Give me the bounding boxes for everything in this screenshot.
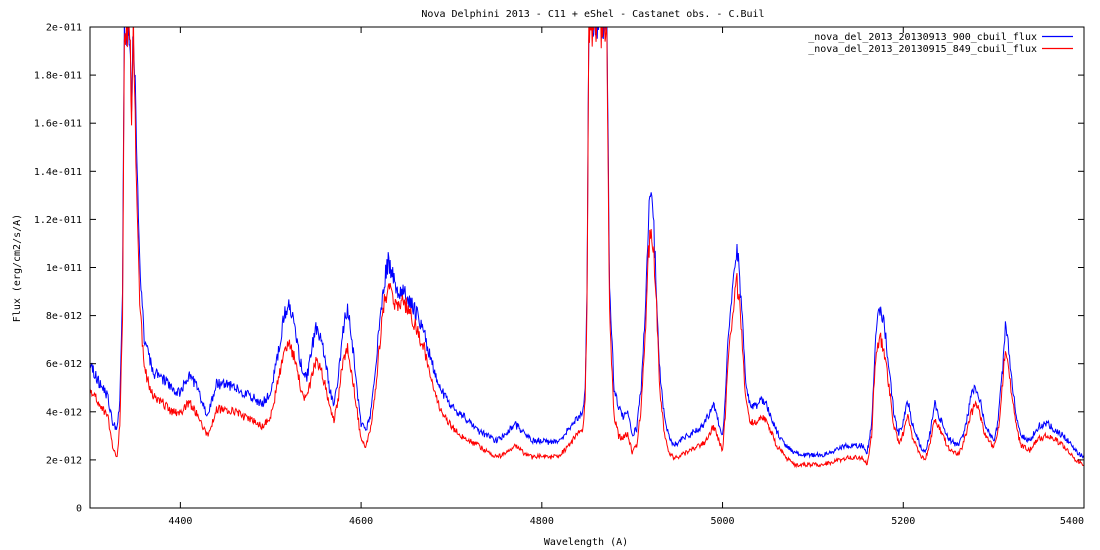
legend-label-1: _nova_del_2013_20130913_900_cbuil_flux xyxy=(808,32,1037,43)
y-tick-label: 1.8e-011 xyxy=(34,71,82,82)
legend-label-2: _nova_del_2013_20130915_849_cbuil_flux xyxy=(808,44,1037,55)
x-axis-label: Wavelength (A) xyxy=(544,537,628,548)
series-line-2 xyxy=(90,27,1084,469)
y-axis: 0 2e-012 4e-012 6e-012 8e-012 1e-011 1.2e-011 1… xyxy=(34,23,1084,515)
y-tick-label: 1.2e-011 xyxy=(34,215,82,226)
y-tick-label: 1e-011 xyxy=(46,263,82,274)
y-axis-label: Flux (erg/cm2/s/A) xyxy=(12,214,23,322)
x-tick-label: 5000 xyxy=(710,516,734,527)
y-tick-label: 1.6e-011 xyxy=(34,119,82,130)
y-tick-label: 4e-012 xyxy=(46,407,82,418)
x-tick-label: 5400 xyxy=(1060,516,1084,527)
legend: _nova_del_2013_20130913_900_cbuil_flux_n… xyxy=(808,32,1073,55)
series-line-1 xyxy=(90,27,1084,459)
x-tick-label: 5200 xyxy=(891,516,915,527)
y-tick-label: 1.4e-011 xyxy=(34,167,82,178)
y-tick-label: 0 xyxy=(76,504,82,515)
series-layer xyxy=(90,27,1084,469)
x-tick-label: 4600 xyxy=(349,516,373,527)
y-tick-label: 2e-012 xyxy=(46,455,82,466)
x-tick-label: 4400 xyxy=(168,516,192,527)
x-axis: 4400 4600 4800 5000 5200 5400 xyxy=(168,27,1085,527)
y-tick-label: 2e-011 xyxy=(46,23,82,34)
y-tick-label: 8e-012 xyxy=(46,311,82,322)
y-tick-label: 6e-012 xyxy=(46,359,82,370)
x-tick-label: 4800 xyxy=(530,516,554,527)
chart-title: Nova Delphini 2013 - C11 + eShel - Casta… xyxy=(421,9,764,20)
